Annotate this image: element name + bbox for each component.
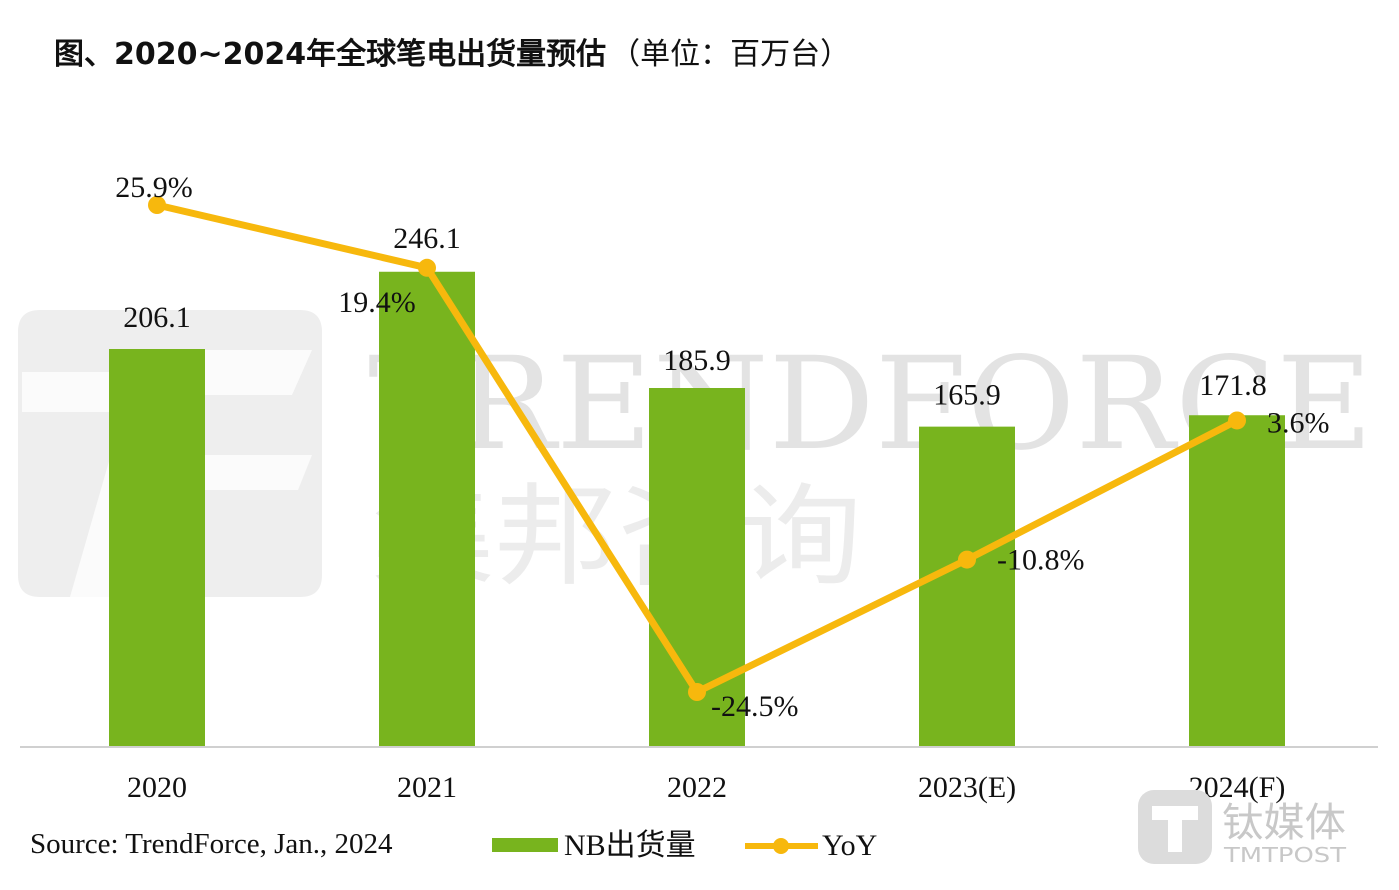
bar-value-label: 171.8 <box>1199 369 1267 402</box>
bar-2023e <box>919 426 1015 747</box>
yoy-point <box>688 683 706 701</box>
tmtpost-watermark: 钛媒体 TMTPOST <box>1138 790 1347 867</box>
yoy-point <box>1228 411 1246 430</box>
bar-value-label: 185.9 <box>663 344 731 377</box>
legend-label-bar: NB出货量 <box>564 829 696 862</box>
x-tick-label: 2022 <box>667 771 727 804</box>
yoy-point <box>958 550 976 569</box>
legend: NB出货量 YoY <box>492 829 877 862</box>
yoy-point <box>418 258 436 277</box>
x-tick-label: 2021 <box>397 771 457 804</box>
yoy-value-label: -10.8% <box>997 544 1084 577</box>
legend-label-line: YoY <box>822 829 877 862</box>
tmtpost-latin: TMTPOST <box>1223 843 1347 867</box>
bar-value-label: 246.1 <box>393 222 461 255</box>
bar-2020 <box>109 349 205 747</box>
yoy-value-label: 3.6% <box>1267 406 1330 439</box>
bars-layer <box>109 271 1285 747</box>
yoy-value-label: 25.9% <box>115 171 193 204</box>
legend-swatch-bar <box>492 838 558 852</box>
bar-2021 <box>379 271 475 747</box>
chart-title-main: 图、2020~2024年全球笔电出货量预估 <box>54 37 606 72</box>
data-labels-layer: 206.1 246.1 185.9 165.9 171.8 25.9% 19.4% -24.5… <box>115 171 1329 723</box>
chart-title: 图、2020~2024年全球笔电出货量预估 （单位：百万台） <box>54 37 850 72</box>
bar-value-label: 165.9 <box>933 379 1001 412</box>
yoy-line-layer <box>148 196 1246 701</box>
tmtpost-cn: 钛媒体 <box>1222 800 1346 846</box>
yoy-point <box>148 196 166 214</box>
x-tick-label: 2023(E) <box>918 771 1016 804</box>
yoy-value-label: 19.4% <box>338 286 416 319</box>
chart-title-unit: （单位：百万台） <box>610 37 850 72</box>
bar-2024f <box>1189 415 1285 747</box>
x-axis-ticks: 2020 2021 2022 2023(E) 2024(F) <box>127 771 1285 804</box>
legend-swatch-marker <box>773 838 789 854</box>
bar-value-label: 206.1 <box>123 301 191 334</box>
x-tick-label: 2020 <box>127 771 187 804</box>
yoy-value-label: -24.5% <box>711 690 798 723</box>
source-note: Source: TrendForce, Jan., 2024 <box>30 828 393 860</box>
